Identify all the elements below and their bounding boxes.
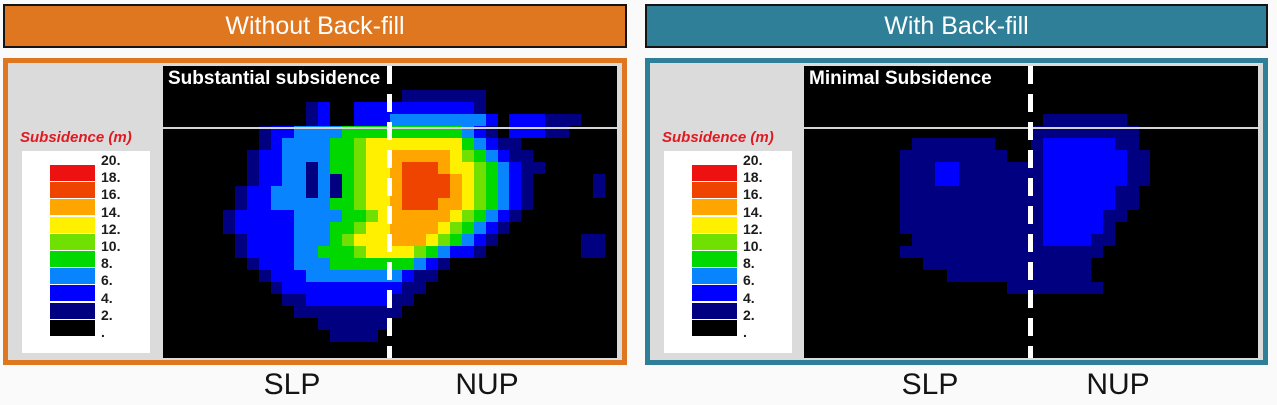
legend-tick-label: 20. xyxy=(743,152,763,168)
legend-swatch xyxy=(50,302,95,319)
legend-swatch xyxy=(50,268,95,285)
legend-tick-label: 10. xyxy=(743,238,763,254)
legend-tick-label: 6. xyxy=(743,272,755,289)
legend-swatch xyxy=(692,285,737,302)
legend-swatch xyxy=(692,319,737,336)
legend-swatch xyxy=(692,302,737,319)
legend-swatch xyxy=(50,319,95,336)
panel-boundary-dashed-line xyxy=(1028,66,1033,358)
subsidence-heatmap-without-backfill: Substantial subsidence xyxy=(163,66,617,358)
legend-colorbar: 20. 18. 16. 14. 12. 10. 8. 6. 4. 2.. xyxy=(22,151,150,353)
legend-swatch xyxy=(50,216,95,233)
legend-swatch xyxy=(692,233,737,250)
panel-header-without-backfill: Without Back-fill xyxy=(3,4,627,48)
legend-swatch xyxy=(50,285,95,302)
axis-label-nup: NUP xyxy=(1086,368,1150,401)
legend-swatch xyxy=(692,199,737,216)
panel-body-without-backfill: Subsidence (m) 20. 18. 16. 14. 12. 10. 8. 6. 4. 2… xyxy=(3,58,627,365)
legend-tick-label: 16. xyxy=(101,186,121,203)
legend-tick-label: 4. xyxy=(101,289,113,306)
legend-title: Subsidence (m) xyxy=(20,129,132,146)
heatmap-annotation: Minimal Subsidence xyxy=(809,68,992,89)
legend-tick-label: . xyxy=(101,324,105,340)
legend-tick-label: 2. xyxy=(101,306,113,323)
legend-swatch xyxy=(50,199,95,216)
axis-label-row: SLP NUP xyxy=(3,365,627,405)
axis-label-nup: NUP xyxy=(455,368,519,401)
legend-tick-label: 16. xyxy=(743,186,763,203)
legend-swatch xyxy=(50,233,95,250)
legend-title: Subsidence (m) xyxy=(662,129,774,146)
legend-tick-label: 2. xyxy=(743,306,755,323)
legend-swatch xyxy=(692,216,737,233)
legend-tick-label: 14. xyxy=(101,203,121,220)
legend-colorbar: 20. 18. 16. 14. 12. 10. 8. 6. 4. 2.. xyxy=(664,151,792,353)
heatmap-grid xyxy=(163,66,617,358)
legend-tick-label: 12. xyxy=(101,220,121,237)
legend-swatch xyxy=(692,251,737,267)
legend-tick-label: . xyxy=(743,324,747,340)
subsidence-heatmap-with-backfill: Minimal Subsidence xyxy=(804,66,1258,358)
heatmap-annotation: Substantial subsidence xyxy=(168,68,381,89)
legend-tick-label: 14. xyxy=(743,203,763,220)
axis-label-slp: SLP xyxy=(263,368,321,401)
legend-swatch xyxy=(692,165,737,181)
legend-swatch xyxy=(692,182,737,199)
legend-tick-label: 8. xyxy=(101,255,113,272)
panel-without-backfill: Without Back-fill Subsidence (m) 20. 18. 1… xyxy=(3,0,627,402)
legend-tick-label: 18. xyxy=(101,169,121,186)
legend-tick-label: 10. xyxy=(101,238,121,254)
legend-swatch xyxy=(50,165,95,181)
legend-tick-label: 12. xyxy=(743,220,763,237)
legend-tick-label: 20. xyxy=(101,152,121,168)
legend-swatch xyxy=(50,251,95,267)
legend-tick-label: 18. xyxy=(743,169,763,186)
panel-boundary-dashed-line xyxy=(387,66,392,358)
legend-tick-label: 8. xyxy=(743,255,755,272)
legend-swatch xyxy=(50,182,95,199)
heatmap-grid xyxy=(804,66,1258,358)
panel-with-backfill: With Back-fill Subsidence (m) 20. 18. 16. 1… xyxy=(645,0,1268,402)
legend-tick-label: 4. xyxy=(743,289,755,306)
panel-body-with-backfill: Subsidence (m) 20. 18. 16. 14. 12. 10. 8. 6. 4. 2… xyxy=(645,58,1268,365)
legend-tick-label: 6. xyxy=(101,272,113,289)
legend-swatch xyxy=(692,268,737,285)
axis-label-row: SLP NUP xyxy=(645,365,1268,405)
axis-label-slp: SLP xyxy=(901,368,959,401)
panel-header-with-backfill: With Back-fill xyxy=(645,4,1268,48)
